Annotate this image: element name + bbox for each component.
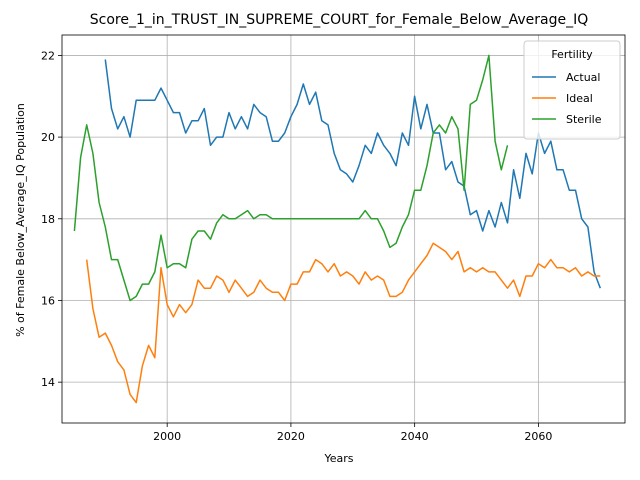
series-line-sterile xyxy=(73,54,509,302)
x-tick-label: 2000 xyxy=(153,430,181,443)
series-line-actual xyxy=(104,59,602,289)
y-tick-label: 18 xyxy=(41,213,55,226)
legend-label-sterile: Sterile xyxy=(566,113,602,126)
y-axis-ticks: 14 16 18 20 22 xyxy=(41,49,62,389)
legend-items: Actual Ideal Sterile xyxy=(532,71,602,126)
legend-label-actual: Actual xyxy=(566,71,600,84)
chart-title: Score_1_in_TRUST_IN_SUPREME_COURT_for_Fe… xyxy=(90,12,588,28)
legend: Fertility Actual Ideal Sterile xyxy=(523,40,621,140)
x-axis-label: Years xyxy=(323,452,353,465)
series-lines xyxy=(73,54,602,404)
x-tick-label: 2020 xyxy=(277,430,305,443)
y-tick-label: 20 xyxy=(41,131,55,144)
x-axis-ticks: 2000 2020 2040 2060 xyxy=(153,423,552,443)
series-line-ideal xyxy=(85,242,601,404)
y-tick-label: 22 xyxy=(41,49,55,62)
plot-frame xyxy=(61,34,626,424)
legend-title: Fertility xyxy=(551,48,593,61)
legend-label-ideal: Ideal xyxy=(566,92,593,105)
y-tick-label: 14 xyxy=(41,376,55,389)
x-tick-label: 2060 xyxy=(524,430,552,443)
y-tick-label: 16 xyxy=(41,294,55,307)
x-tick-label: 2040 xyxy=(401,430,429,443)
legend-box xyxy=(523,40,621,140)
y-axis-label: % of Female Below_Average_IQ Population xyxy=(14,103,27,337)
